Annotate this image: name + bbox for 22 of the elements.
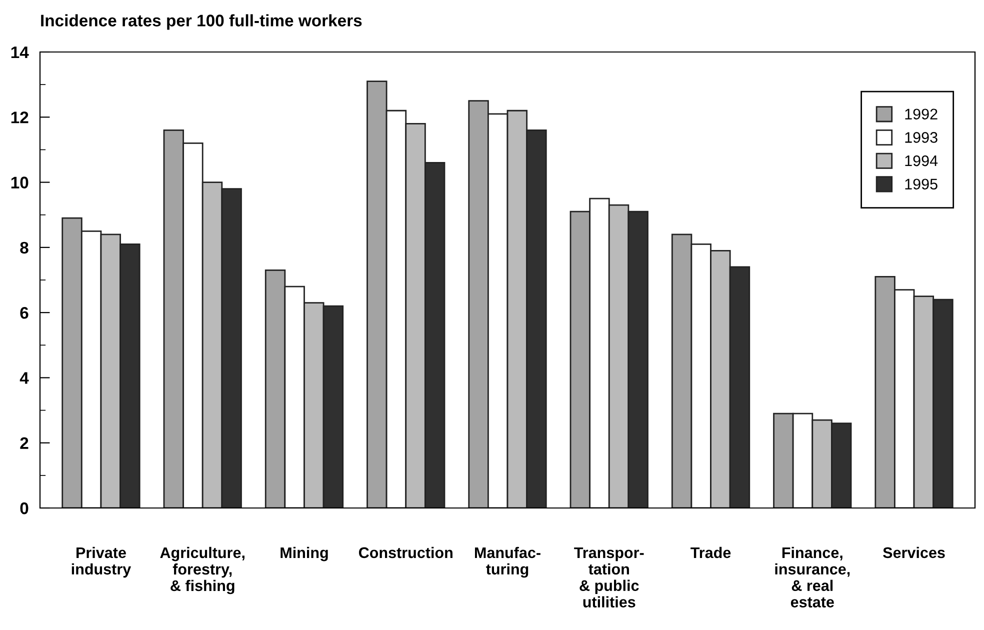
- x-tick-label: Transpor- tation & public utilities: [574, 547, 644, 608]
- x-tick-label: Manufac- turing: [474, 546, 540, 578]
- legend-label: 1994: [905, 155, 938, 166]
- legend-label: 1992: [905, 108, 938, 120]
- y-tick-label: 8: [20, 242, 28, 254]
- x-tick-label: Private industry: [72, 546, 132, 578]
- x-tick-label: Mining: [280, 546, 328, 562]
- y-tick-label: 4: [20, 372, 29, 384]
- legend-label: 1993: [905, 132, 938, 143]
- y-tick-label: 0: [20, 502, 28, 514]
- chart-title: Incidence rates per 100 full-time workers: [41, 14, 362, 30]
- x-tick-label: Services: [883, 546, 945, 558]
- x-tick-label: Trade: [690, 546, 731, 558]
- x-tick-label: Construction: [358, 546, 452, 558]
- y-tick-label: 6: [20, 306, 28, 319]
- y-tick-label: 12: [11, 112, 28, 124]
- x-tick-label: Agriculture, forestry, & fishing: [160, 546, 244, 594]
- y-tick-label: 10: [11, 176, 28, 188]
- legend-label: 1995: [905, 178, 938, 190]
- y-tick-label: 14: [11, 46, 29, 58]
- y-tick-label: 2: [20, 437, 28, 449]
- x-tick-label: Finance, insurance, & real estate: [775, 546, 850, 608]
